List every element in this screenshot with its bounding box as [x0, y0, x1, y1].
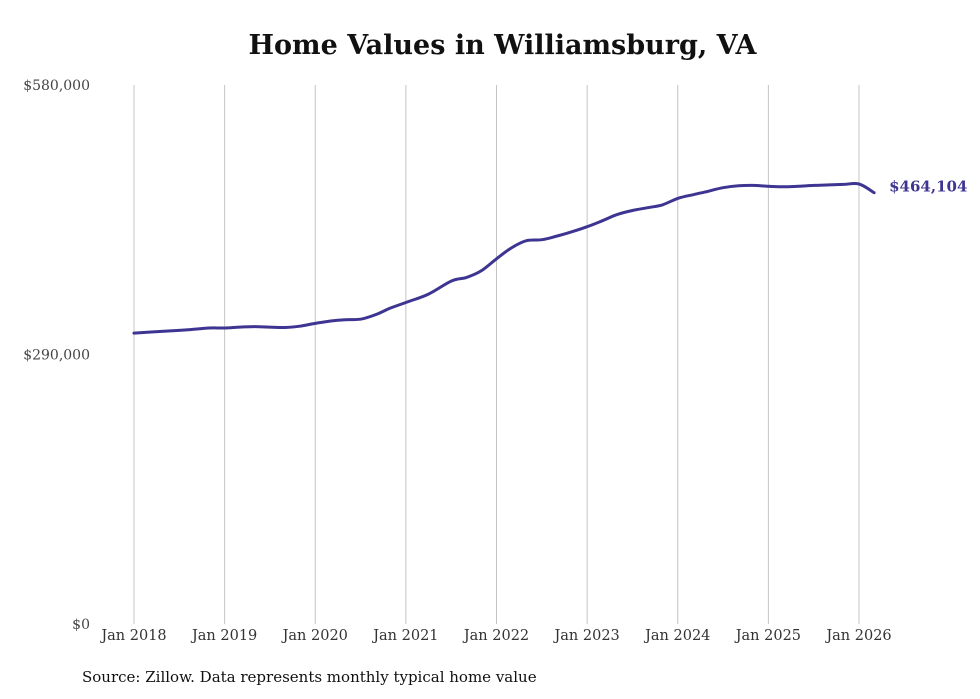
- y-axis-ticks: $0 $290,000 $580,000: [23, 78, 90, 633]
- series-line-0: [132, 181, 876, 335]
- x-tick-label: Jan 2021: [371, 628, 438, 644]
- x-tick-label: Jan 2025: [734, 628, 801, 644]
- series-group: [132, 181, 876, 335]
- chart-title: Home Values in Williamsburg, VA: [248, 30, 757, 61]
- x-tick-label: Jan 2020: [281, 628, 348, 644]
- x-tick-label: Jan 2023: [552, 628, 619, 644]
- x-tick-label: Jan 2019: [190, 628, 257, 644]
- source-note: Source: Zillow. Data represents monthly …: [82, 668, 537, 686]
- grid-lines: [133, 85, 860, 624]
- y-tick-label: $580,000: [23, 78, 90, 94]
- x-tick-label: Jan 2024: [643, 628, 710, 644]
- x-tick-label: Jan 2022: [462, 628, 529, 644]
- end-value-label: $464,104: [889, 178, 967, 196]
- x-tick-label: Jan 2026: [824, 628, 891, 644]
- x-tick-label: Jan 2018: [99, 628, 166, 644]
- x-axis-ticks: Jan 2018 Jan 2019 Jan 2020 Jan 2021 Jan 2022…: [99, 628, 891, 644]
- y-tick-label: $290,000: [23, 348, 90, 364]
- y-tick-label: $0: [72, 617, 90, 633]
